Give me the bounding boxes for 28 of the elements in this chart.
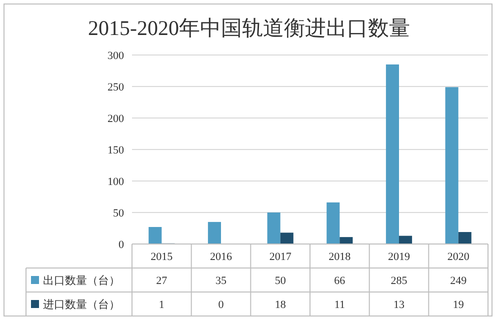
x-tick-label: 2018 (328, 251, 352, 263)
y-tick-label: 300 (108, 50, 124, 62)
chart-title: 2015-2020年中国轨道衡进出口数量 (88, 16, 410, 40)
data-label: 13 (394, 299, 405, 311)
data-label: 18 (274, 299, 286, 311)
y-tick-label: 50 (113, 208, 124, 220)
legend-label: 出口数量（台） (43, 274, 120, 287)
data-label: 11 (334, 299, 345, 311)
y-tick-label: 250 (108, 82, 124, 94)
data-label: 249 (450, 275, 468, 287)
x-tick-label: 2016 (210, 251, 232, 263)
y-tick-label: 0 (118, 239, 124, 251)
y-tick-label: 100 (108, 176, 124, 188)
x-tick-label: 2015 (150, 251, 174, 263)
legend-label: 进口数量（台） (43, 298, 120, 311)
x-tick-label: 2017 (269, 251, 292, 263)
y-tick-label: 150 (108, 144, 124, 156)
data-label: 27 (156, 275, 168, 287)
data-label: 285 (390, 275, 408, 287)
data-label: 19 (452, 299, 464, 311)
y-tick-label: 200 (108, 113, 124, 125)
x-tick-label: 2019 (388, 251, 410, 263)
data-label: 66 (334, 275, 346, 287)
data-label: 50 (274, 275, 286, 287)
x-tick-label: 2020 (447, 251, 470, 263)
data-label: 0 (218, 299, 224, 311)
data-label: 1 (158, 299, 164, 311)
data-label: 35 (216, 275, 227, 287)
